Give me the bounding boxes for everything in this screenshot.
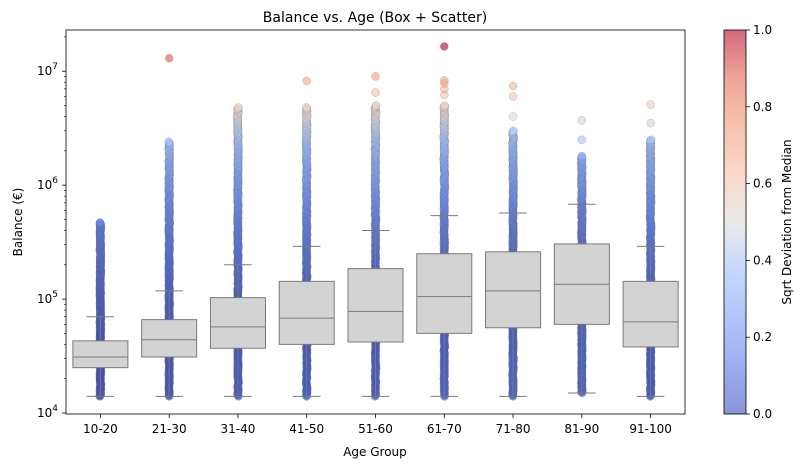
y-tick-label: 106 xyxy=(37,176,58,192)
x-tick-label: 71-80 xyxy=(496,422,531,436)
outlier-point xyxy=(165,54,174,63)
scatter-point xyxy=(647,135,656,144)
box-81-90 xyxy=(553,203,610,394)
x-tick-label: 61-70 xyxy=(427,422,462,436)
y-axis-label: Balance (€) xyxy=(11,188,25,257)
chart-title: Balance vs. Age (Box + Scatter) xyxy=(263,10,487,26)
outlier-point xyxy=(646,100,655,109)
colorbar-ticks: 0.0 0.2 0.4 0.6 0.8 1.0 xyxy=(746,23,772,421)
x-tick-label: 91-100 xyxy=(629,422,672,436)
colorbar-label: Sqrt Deviation from Median xyxy=(780,139,794,304)
box-iqr xyxy=(416,253,473,334)
outlier-point xyxy=(302,76,311,86)
outlier-point xyxy=(577,135,586,144)
x-tick-label: 31-40 xyxy=(221,422,256,436)
scatter-point xyxy=(164,137,173,146)
box-iqr xyxy=(278,280,335,345)
outlier-point xyxy=(371,88,380,97)
scatter-point xyxy=(371,101,381,110)
colorbar: 0.0 0.2 0.4 0.6 0.8 1.0 Sqrt Deviation from M… xyxy=(723,23,794,421)
outlier-point xyxy=(508,112,518,121)
outlier-point xyxy=(440,42,449,51)
box-91-100 xyxy=(622,245,679,397)
x-axis-label: Age Group xyxy=(343,445,407,459)
colorbar-tick-label: 0.8 xyxy=(753,100,772,114)
x-tick-label: 51-60 xyxy=(358,422,393,436)
outlier-point xyxy=(577,116,586,125)
x-axis: 10-20 21-30 31-40 41-50 51-60 61-70 71-80 81-90… xyxy=(83,414,672,436)
box-10-20 xyxy=(72,316,129,397)
box-21-30 xyxy=(141,290,198,397)
outlier-point xyxy=(508,92,518,101)
x-tick-label: 81-90 xyxy=(564,422,599,436)
y-tick-label: 104 xyxy=(37,404,58,420)
colorbar-tick-label: 0.6 xyxy=(753,177,772,191)
scatter-point xyxy=(234,103,243,112)
box-31-40 xyxy=(209,264,266,397)
box-51-60 xyxy=(347,229,404,397)
scatter-point xyxy=(302,103,311,112)
box-iqr xyxy=(347,268,404,343)
y-axis: 104 105 106 107 xyxy=(37,36,66,420)
scatter-point xyxy=(440,101,449,110)
colorbar-tick-label: 1.0 xyxy=(753,23,772,37)
plot-area xyxy=(65,29,686,415)
box-iqr xyxy=(622,280,679,348)
box-41-50 xyxy=(278,245,335,397)
scatter-point xyxy=(95,218,105,227)
scatter-point xyxy=(509,126,518,135)
scatter-point xyxy=(577,151,587,161)
box-iqr xyxy=(72,340,129,369)
outlier-point xyxy=(371,72,380,81)
colorbar-tick-label: 0.2 xyxy=(753,330,772,344)
x-tick-label: 10-20 xyxy=(83,422,118,436)
box-iqr xyxy=(485,251,542,329)
y-tick-label: 105 xyxy=(37,290,58,306)
colorbar-tick-label: 0.4 xyxy=(753,253,772,267)
box-61-70 xyxy=(416,215,473,397)
box-iqr xyxy=(141,319,198,358)
x-tick-label: 21-30 xyxy=(152,422,187,436)
outlier-point xyxy=(440,76,449,85)
box-71-80 xyxy=(485,212,542,397)
outlier-point xyxy=(646,119,655,128)
colorbar-gradient xyxy=(723,29,747,415)
colorbar-tick-label: 0.0 xyxy=(753,407,772,421)
outlier-point xyxy=(508,81,518,91)
x-tick-label: 41-50 xyxy=(289,422,324,436)
box-iqr xyxy=(209,297,266,349)
y-tick-label: 107 xyxy=(37,62,58,78)
box-group xyxy=(72,203,679,397)
